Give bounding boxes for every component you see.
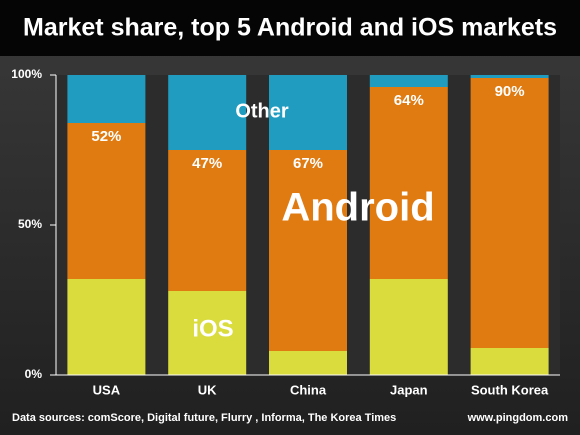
- bar-segment: [168, 150, 247, 291]
- chart-title: Market share, top 5 Android and iOS mark…: [23, 14, 557, 42]
- bar-segment: [269, 75, 347, 150]
- x-tick-label: Japan: [390, 382, 428, 397]
- credit: www.pingdom.com: [467, 412, 569, 424]
- value-label: 52%: [91, 128, 121, 145]
- x-tick-label: UK: [198, 382, 217, 397]
- value-label: 90%: [495, 83, 525, 100]
- bar-segment: [470, 78, 549, 348]
- value-label: 64%: [394, 92, 424, 109]
- bar-segment: [470, 348, 549, 375]
- series-label: iOS: [192, 315, 233, 342]
- bar-segment: [168, 291, 247, 375]
- value-label: 47%: [192, 155, 222, 172]
- x-tick-label: South Korea: [471, 382, 549, 397]
- bar-segment: [269, 351, 347, 375]
- bar-segment: [168, 75, 247, 150]
- source-note: Data sources: comScore, Digital future, …: [12, 412, 396, 424]
- bar-segment: [369, 75, 448, 87]
- y-tick-label: 0%: [25, 367, 43, 381]
- bar-segment: [369, 279, 448, 375]
- bar-segment: [67, 75, 146, 123]
- bar-segment: [470, 75, 549, 78]
- bar-segment: [269, 150, 347, 351]
- x-tick-label: USA: [93, 382, 121, 397]
- series-label: Android: [281, 186, 434, 230]
- series-label: Other: [235, 100, 289, 122]
- y-tick-label: 100%: [11, 67, 42, 81]
- value-label: 67%: [293, 155, 323, 172]
- bar-segment: [369, 87, 448, 279]
- bar-segment: [67, 123, 146, 279]
- bar-segment: [67, 279, 146, 375]
- y-tick-label: 50%: [18, 217, 42, 231]
- x-tick-label: China: [290, 382, 327, 397]
- title-band: [0, 0, 580, 56]
